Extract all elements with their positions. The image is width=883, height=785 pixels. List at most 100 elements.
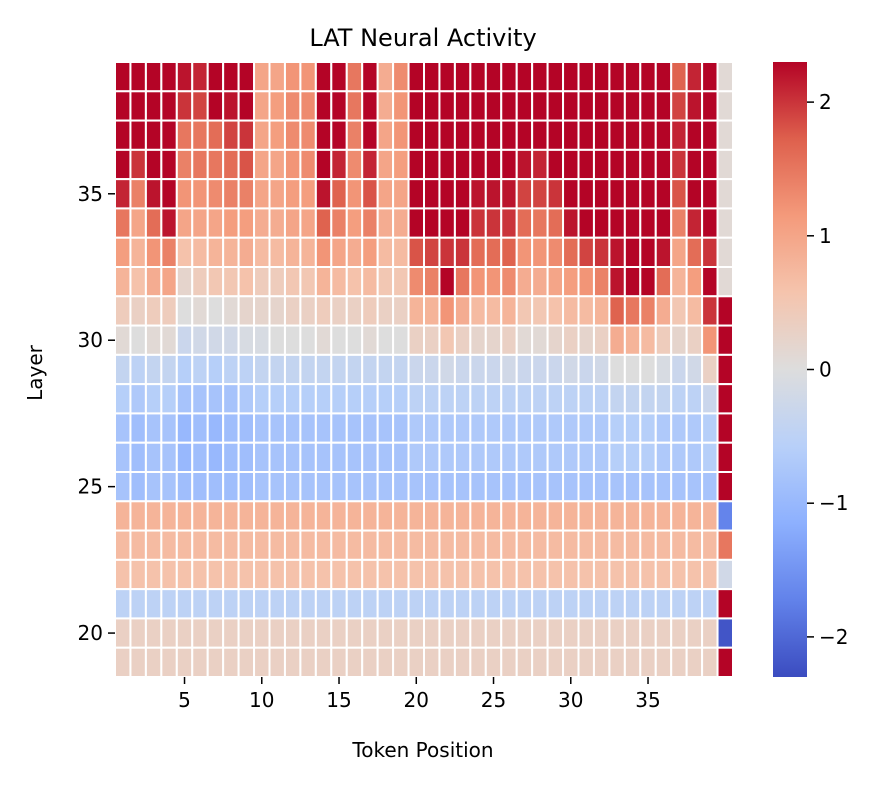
heatmap-cell bbox=[206, 617, 225, 649]
heatmap-cell bbox=[222, 148, 240, 181]
heatmap-cell bbox=[685, 529, 704, 561]
heatmap-cell bbox=[592, 178, 611, 210]
heatmap-cell bbox=[330, 588, 348, 620]
heatmap-cell bbox=[392, 441, 410, 474]
heatmap-cell bbox=[129, 324, 147, 356]
heatmap-cell bbox=[562, 500, 580, 532]
heatmap-cell bbox=[623, 353, 642, 386]
heatmap-cell bbox=[608, 148, 626, 181]
heatmap-cell bbox=[299, 383, 317, 415]
heatmap-cell bbox=[469, 617, 487, 649]
heatmap-cell bbox=[237, 207, 256, 239]
heatmap-cell bbox=[423, 119, 441, 151]
heatmap-cell bbox=[407, 148, 425, 181]
heatmap-cell bbox=[531, 295, 549, 327]
heatmap-cell bbox=[500, 266, 518, 298]
heatmap-cell bbox=[237, 324, 256, 356]
heatmap-cell bbox=[361, 500, 379, 532]
heatmap-cell bbox=[453, 558, 472, 591]
heatmap-cell bbox=[623, 383, 642, 415]
heatmap-cell bbox=[639, 500, 657, 532]
heatmap-cell bbox=[515, 324, 534, 356]
heatmap-cell bbox=[114, 61, 132, 93]
heatmap-cell bbox=[515, 588, 534, 620]
heatmap-cell bbox=[129, 441, 147, 474]
heatmap-cell bbox=[253, 412, 271, 444]
heatmap-cell bbox=[546, 353, 565, 386]
heatmap-cell bbox=[639, 646, 657, 679]
heatmap-cell bbox=[330, 558, 348, 591]
heatmap-cell bbox=[592, 383, 611, 415]
heatmap-cell bbox=[407, 236, 425, 268]
heatmap-cell bbox=[253, 471, 271, 503]
heatmap-cell bbox=[670, 500, 688, 532]
heatmap-cell bbox=[546, 471, 565, 503]
heatmap-cell bbox=[484, 529, 503, 561]
heatmap-cell bbox=[654, 236, 673, 268]
heatmap-cell bbox=[345, 178, 364, 210]
heatmap-cell bbox=[500, 558, 518, 591]
heatmap-cell bbox=[562, 90, 580, 122]
heatmap-cell bbox=[160, 353, 178, 386]
heatmap-cell bbox=[330, 266, 348, 298]
heatmap-cell bbox=[330, 500, 348, 532]
heatmap-cell bbox=[283, 266, 302, 298]
heatmap-cell bbox=[531, 236, 549, 268]
heatmap-cell bbox=[484, 441, 503, 474]
heatmap-cell bbox=[299, 588, 317, 620]
heatmap-cell bbox=[314, 148, 333, 181]
heatmap-cell bbox=[592, 558, 611, 591]
heatmap-cell bbox=[144, 558, 163, 591]
heatmap-cell bbox=[546, 441, 565, 474]
heatmap-cell bbox=[546, 236, 565, 268]
heatmap-cell bbox=[701, 471, 719, 503]
heatmap-cell bbox=[299, 61, 317, 93]
y-axis-label: Layer bbox=[23, 344, 47, 401]
heatmap-cell bbox=[283, 471, 302, 503]
heatmap-cell bbox=[299, 148, 317, 181]
heatmap-cell bbox=[438, 471, 456, 503]
heatmap-cell bbox=[114, 383, 132, 415]
heatmap-cell bbox=[283, 646, 302, 679]
heatmap-cell bbox=[670, 90, 688, 122]
heatmap-cell bbox=[114, 588, 132, 620]
heatmap-cell bbox=[423, 412, 441, 444]
heatmap-cell bbox=[330, 148, 348, 181]
heatmap-cell bbox=[160, 90, 178, 122]
heatmap-cell bbox=[330, 178, 348, 210]
heatmap-cell bbox=[222, 500, 240, 532]
heatmap-cell bbox=[562, 295, 580, 327]
heatmap-cell bbox=[701, 529, 719, 561]
heatmap-cell bbox=[314, 558, 333, 591]
heatmap-cell bbox=[361, 207, 379, 239]
heatmap-cell bbox=[376, 441, 395, 474]
heatmap-cell bbox=[129, 500, 147, 532]
heatmap-cell bbox=[376, 61, 395, 93]
heatmap-cell bbox=[484, 412, 503, 444]
heatmap-cell bbox=[608, 207, 626, 239]
heatmap-cell bbox=[608, 236, 626, 268]
y-axis: 20 25 30 35 bbox=[78, 182, 115, 645]
x-tick-label: 15 bbox=[326, 688, 351, 712]
heatmap-cell bbox=[314, 617, 333, 649]
heatmap-cell bbox=[608, 617, 626, 649]
heatmap-cell bbox=[330, 324, 348, 356]
heatmap-cell bbox=[685, 617, 704, 649]
heatmap-cell bbox=[237, 471, 256, 503]
heatmap-cell bbox=[670, 148, 688, 181]
heatmap-cell bbox=[299, 412, 317, 444]
heatmap-cell bbox=[392, 148, 410, 181]
heatmap-cell bbox=[129, 588, 147, 620]
heatmap-cell bbox=[423, 207, 441, 239]
heatmap-cell bbox=[206, 178, 225, 210]
heatmap-cell bbox=[160, 119, 178, 151]
heatmap-cell bbox=[299, 119, 317, 151]
heatmap-cell bbox=[299, 617, 317, 649]
heatmap-cell bbox=[376, 588, 395, 620]
heatmap-cell bbox=[253, 324, 271, 356]
heatmap-cell bbox=[237, 441, 256, 474]
heatmap-cell bbox=[716, 148, 734, 181]
heatmap-cell bbox=[562, 324, 580, 356]
heatmap-cell bbox=[670, 266, 688, 298]
